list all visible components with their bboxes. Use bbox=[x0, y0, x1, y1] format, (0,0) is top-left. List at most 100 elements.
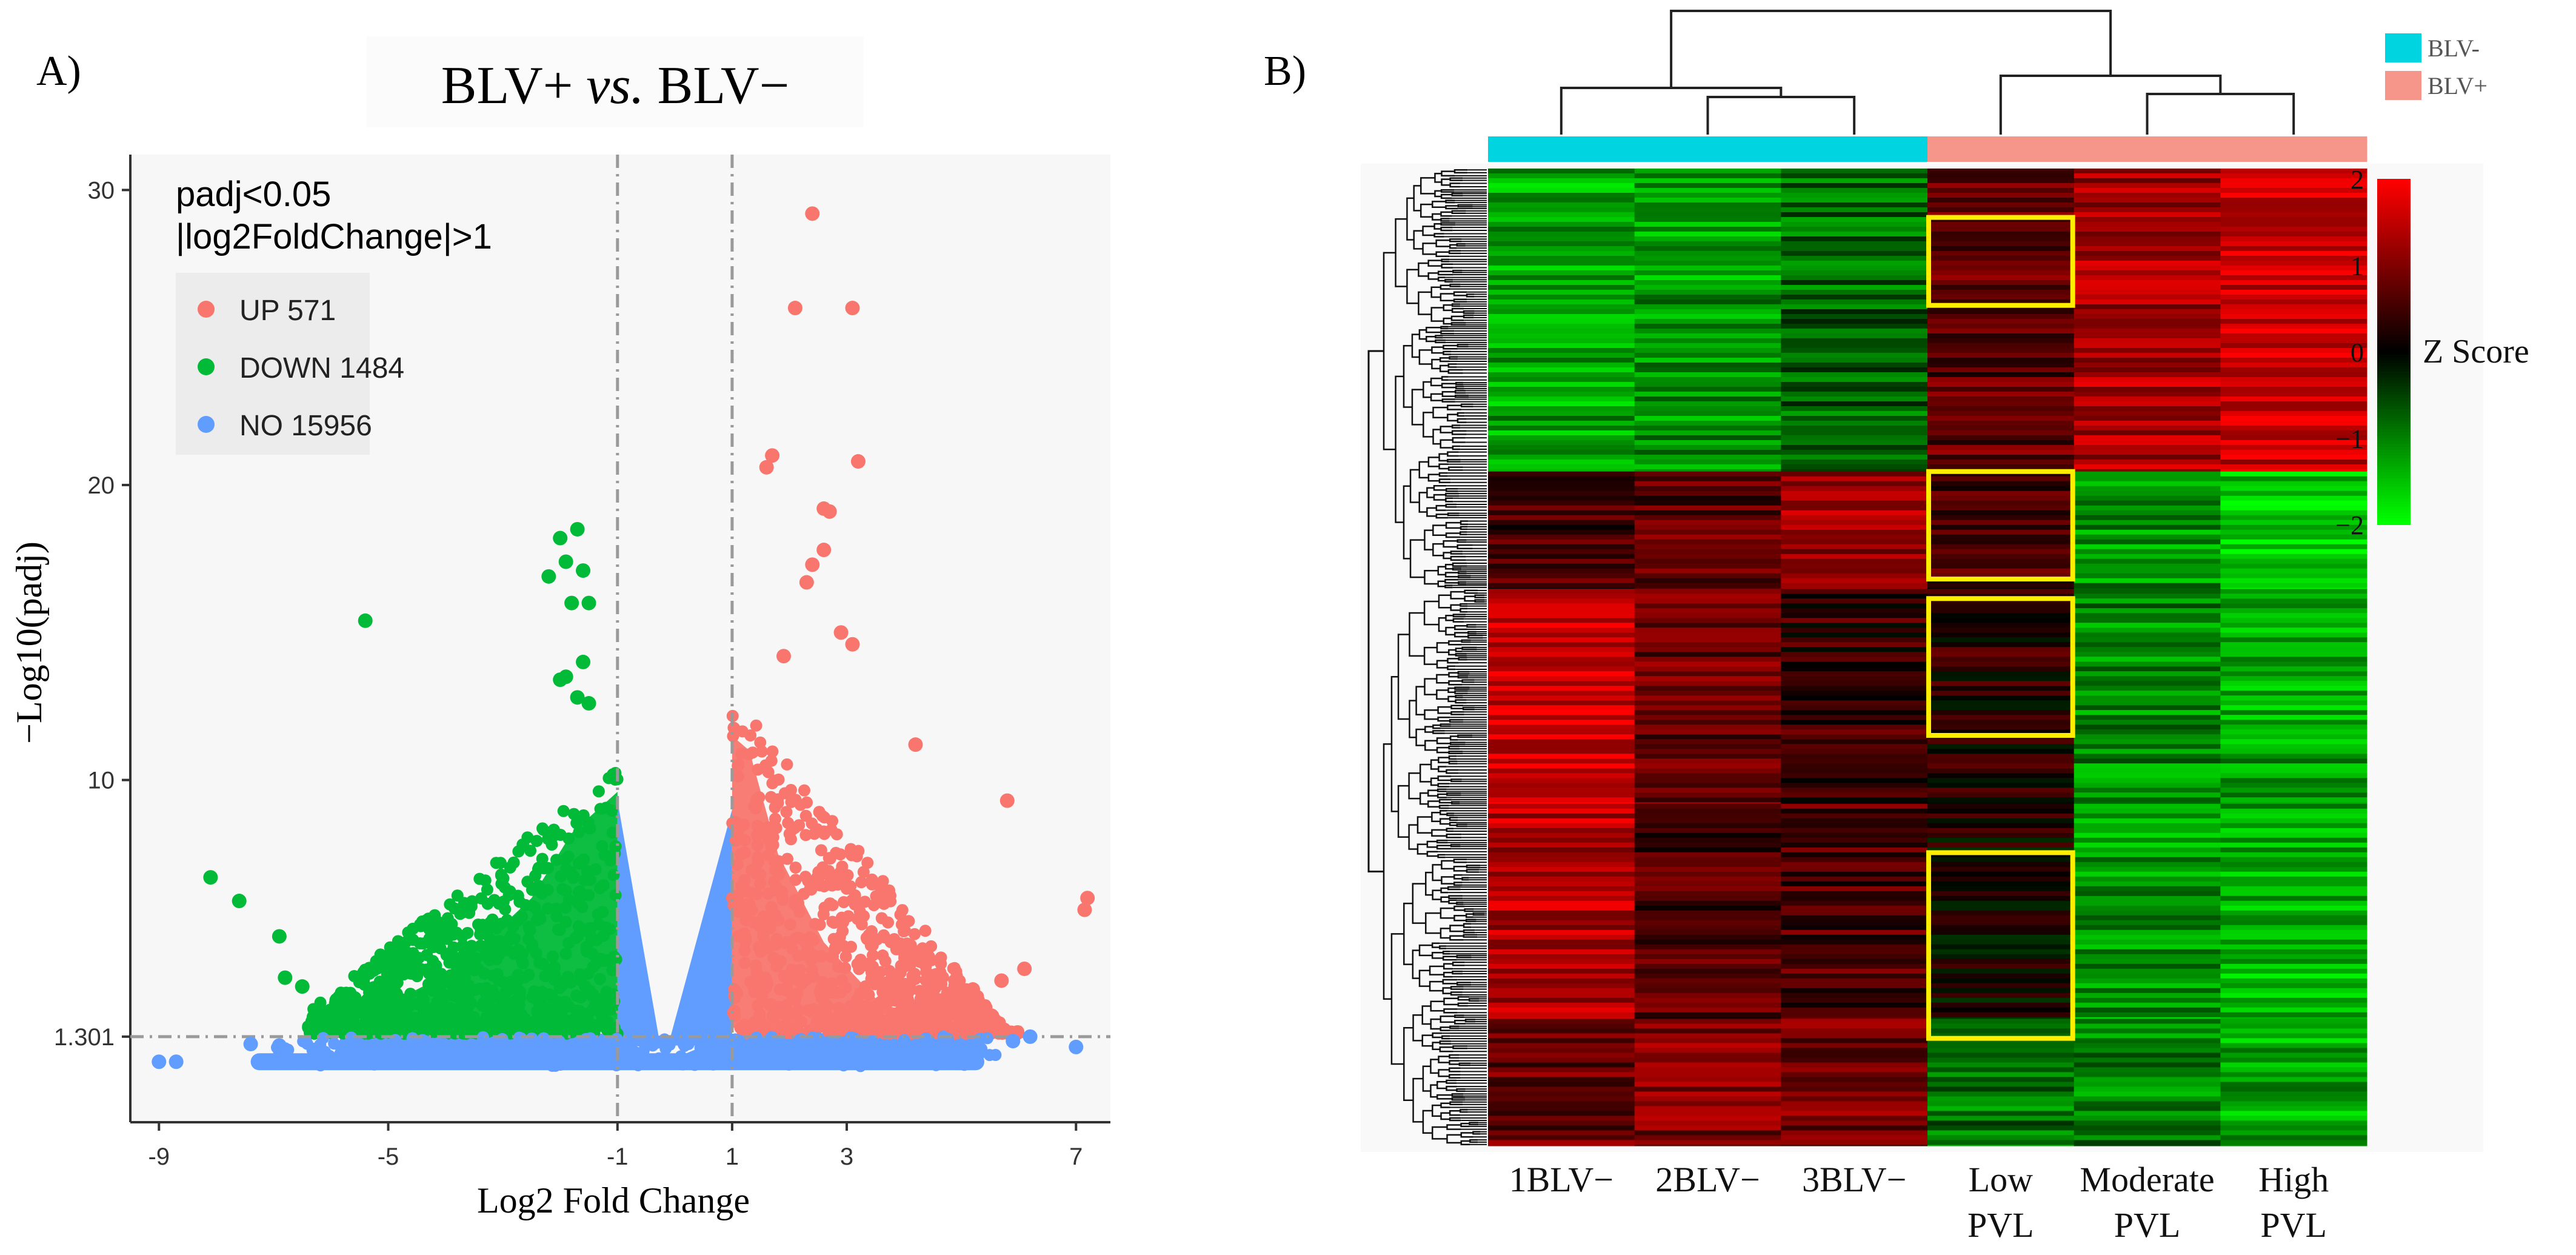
heatmap-cell bbox=[2220, 583, 2367, 589]
up-texture-point bbox=[933, 1001, 946, 1014]
heatmap-cell bbox=[1488, 275, 1635, 281]
heatmap-cell bbox=[1634, 1077, 1781, 1082]
row-dendrogram-link bbox=[1457, 204, 1473, 208]
colorbar-segment bbox=[2377, 363, 2411, 367]
down-texture-point bbox=[536, 852, 549, 865]
up-texture-point bbox=[738, 944, 751, 957]
heatmap-cell bbox=[2220, 618, 2367, 623]
heatmap-cell bbox=[1927, 529, 2075, 535]
down-texture-point bbox=[551, 996, 564, 1008]
point-up bbox=[776, 649, 791, 664]
heatmap-cell bbox=[1634, 695, 1781, 701]
heatmap-cell bbox=[1927, 486, 2075, 492]
colorbar-segment bbox=[2377, 253, 2411, 258]
heatmap-cell bbox=[2220, 534, 2367, 540]
ns-texture-point bbox=[814, 1034, 827, 1047]
row-dendrogram-link bbox=[1418, 492, 1427, 513]
heatmap-cell bbox=[1927, 773, 2075, 778]
row-dendrogram-link bbox=[1443, 1008, 1458, 1014]
row-dendrogram-link bbox=[1420, 203, 1433, 218]
down-texture-point bbox=[552, 923, 564, 936]
down-texture-point bbox=[395, 1007, 407, 1020]
heatmap-cell bbox=[2074, 729, 2221, 735]
heatmap-cell bbox=[2220, 881, 2367, 887]
heatmap-cell bbox=[2220, 754, 2367, 759]
down-texture-point bbox=[592, 785, 605, 798]
heatmap-cell bbox=[1927, 505, 2075, 511]
heatmap-cell bbox=[2074, 744, 2221, 749]
heatmap-cell bbox=[1634, 832, 1781, 838]
heatmap-cell bbox=[1634, 1086, 1781, 1092]
heatmap-cell bbox=[1488, 1140, 1635, 1145]
colorbar-segment bbox=[2377, 518, 2411, 523]
heatmap-cell bbox=[2220, 725, 2367, 730]
heatmap-cell bbox=[1781, 300, 1928, 305]
up-texture-point bbox=[857, 866, 870, 878]
down-texture-point bbox=[594, 803, 607, 815]
down-texture-point bbox=[461, 926, 474, 939]
heatmap-cell bbox=[2074, 881, 2221, 887]
point-down bbox=[232, 894, 247, 909]
down-texture-point bbox=[378, 1008, 390, 1020]
heatmap-cell bbox=[1634, 1062, 1781, 1068]
heatmap-cell bbox=[2220, 481, 2367, 487]
heatmap-cell bbox=[1488, 353, 1635, 358]
point-up bbox=[816, 543, 832, 558]
colorbar-segment bbox=[2377, 343, 2411, 347]
down-texture-point bbox=[586, 1003, 599, 1016]
heatmap-cell bbox=[2074, 300, 2221, 305]
heatmap-cell bbox=[1634, 763, 1781, 769]
heatmap-cell bbox=[2220, 749, 2367, 754]
heatmap-cell bbox=[1488, 406, 1635, 412]
row-dendrogram-link bbox=[1436, 689, 1449, 700]
heatmap-cell bbox=[2220, 246, 2367, 252]
heatmap-cell bbox=[1634, 983, 1781, 989]
up-texture-point bbox=[788, 966, 801, 979]
column-group-bar bbox=[1488, 136, 2367, 162]
heatmap-cell bbox=[1781, 568, 1928, 574]
heatmap-cell bbox=[1634, 715, 1781, 720]
heatmap-cell bbox=[1781, 246, 1928, 252]
down-texture-point bbox=[458, 1006, 470, 1019]
heatmap-cell bbox=[1781, 241, 1928, 247]
heatmap-cell bbox=[1927, 558, 2075, 564]
heatmap-cell bbox=[1634, 788, 1781, 793]
heatmap-cell bbox=[2220, 539, 2367, 545]
heatmap-cell bbox=[1634, 217, 1781, 223]
heatmap-cell bbox=[1781, 563, 1928, 569]
heatmap-cell bbox=[2220, 1048, 2367, 1053]
heatmap-cell bbox=[2074, 973, 2221, 979]
heatmap-cell bbox=[2074, 524, 2221, 530]
colorbar-segment bbox=[2377, 446, 2411, 450]
colorbar-segment bbox=[2377, 219, 2411, 223]
row-dendrogram-link bbox=[1441, 398, 1455, 403]
heatmap-cell bbox=[2220, 435, 2367, 441]
heatmap-cell bbox=[1781, 628, 1928, 633]
heatmap-cell bbox=[2074, 1120, 2221, 1126]
colorbar-segment bbox=[2377, 507, 2411, 511]
up-texture-point bbox=[739, 935, 752, 948]
heatmap-cell bbox=[1927, 358, 2075, 363]
down-texture-point bbox=[552, 974, 565, 987]
heatmap-cell bbox=[2074, 314, 2221, 320]
colorbar-segment bbox=[2377, 210, 2411, 214]
heatmap-cell bbox=[1634, 792, 1781, 798]
down-texture-point bbox=[609, 889, 622, 902]
heatmap-cell bbox=[1488, 1130, 1635, 1136]
heatmap-cell bbox=[1634, 173, 1781, 179]
heatmap-cell bbox=[1781, 792, 1928, 798]
heatmap-cell bbox=[2220, 847, 2367, 853]
colorbar-segment bbox=[2377, 334, 2411, 338]
heatmap-cell bbox=[1634, 481, 1781, 487]
heatmap-cell bbox=[1488, 949, 1635, 955]
heatmap-cell bbox=[2074, 290, 2221, 295]
heatmap-cell bbox=[1927, 920, 2075, 926]
row-dendrogram-link bbox=[1456, 1088, 1466, 1093]
ns-texture-point bbox=[876, 1048, 889, 1060]
colorbar-segment bbox=[2377, 352, 2411, 355]
heatmap-cell bbox=[1781, 729, 1928, 735]
ns-texture-point bbox=[579, 1032, 592, 1045]
heatmap-cell bbox=[1488, 1038, 1635, 1043]
ns-texture-point bbox=[549, 1059, 562, 1072]
row-dendrogram-link bbox=[1419, 792, 1429, 805]
